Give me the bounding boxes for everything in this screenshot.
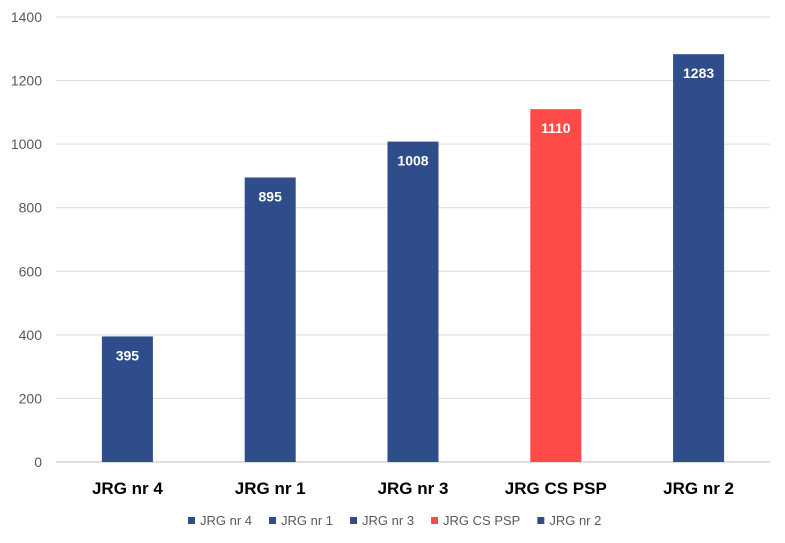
legend-label-1: JRG nr 1 (281, 513, 333, 528)
y-tick-label: 800 (19, 200, 43, 216)
y-tick-label: 1000 (11, 136, 42, 152)
data-label-4: 1283 (683, 65, 714, 81)
category-label-1: JRG nr 1 (235, 479, 306, 498)
bar-0 (101, 336, 153, 462)
bar-1 (244, 177, 296, 462)
category-label-0: JRG nr 4 (92, 479, 163, 498)
legend-swatch-2 (350, 517, 358, 524)
legend: JRG nr 4 JRG nr 1 JRG nr 3 JRG CS PSP JRG nr… (188, 513, 601, 528)
data-label-0: 395 (116, 347, 140, 363)
data-label-1: 895 (259, 189, 283, 205)
bar-3 (530, 109, 582, 462)
y-tick-label: 200 (19, 390, 43, 406)
y-tick-label: 1400 (11, 9, 42, 25)
legend-label-2: JRG nr 3 (362, 513, 414, 528)
y-axis-tick-labels: 0 200 400 600 800 1000 1200 1400 (11, 9, 42, 470)
legend-label-0: JRG nr 4 (200, 513, 252, 528)
legend-swatch-3 (431, 517, 439, 524)
legend-label-4: JRG nr 2 (549, 513, 601, 528)
category-label-2: JRG nr 3 (378, 479, 449, 498)
legend-swatch-4 (537, 517, 545, 524)
y-tick-label: 600 (19, 263, 43, 279)
category-label-4: JRG nr 2 (663, 479, 734, 498)
data-label-2: 1008 (397, 153, 428, 169)
bar-4 (673, 54, 725, 463)
legend-swatch-0 (188, 517, 195, 524)
data-labels: 395 895 1008 1110 1283 (116, 65, 715, 363)
data-label-3: 1110 (541, 120, 571, 136)
bar-2 (387, 141, 439, 462)
legend-label-3: JRG CS PSP (443, 513, 520, 528)
y-tick-label: 0 (34, 454, 42, 470)
y-tick-label: 400 (19, 327, 43, 343)
x-axis-category-labels: JRG nr 4 JRG nr 1 JRG nr 3 JRG CS PSP JRG nr… (92, 479, 734, 498)
category-label-3: JRG CS PSP (505, 479, 607, 498)
y-tick-label: 1200 (11, 73, 42, 89)
legend-swatch-1 (269, 517, 277, 524)
bars (101, 54, 725, 463)
